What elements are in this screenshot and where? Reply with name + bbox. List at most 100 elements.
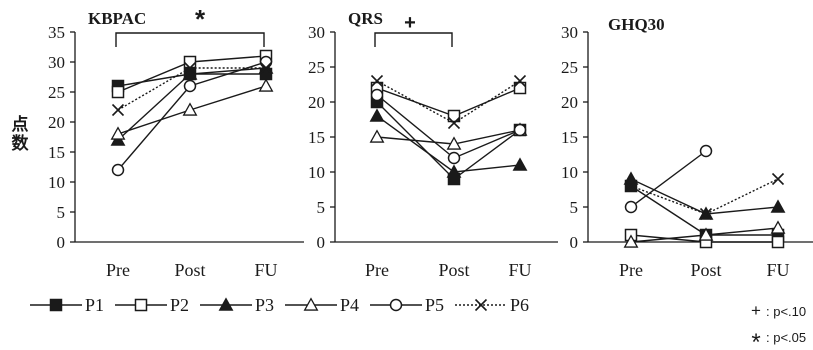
significance-mark: + — [404, 12, 416, 34]
data-point — [111, 85, 125, 99]
data-point — [770, 220, 786, 234]
data-point-stroke-b — [183, 61, 197, 75]
significance-legend: + : p<.10 * : p<.05 — [751, 301, 806, 350]
data-point — [182, 66, 198, 80]
legend: P1 P2 P3 P4 P5 P6 — [30, 295, 529, 315]
data-point — [513, 81, 527, 95]
data-point — [446, 136, 462, 150]
legend-item-p2: P2 — [115, 295, 189, 315]
significance-label: : p<.05 — [766, 330, 806, 345]
legend-item-p6: P6 — [455, 295, 529, 315]
series-line — [630, 178, 779, 215]
x-tick-label: Pre — [106, 260, 130, 280]
x-tick-label: Post — [690, 260, 721, 280]
y-tick-label: 0 — [570, 233, 579, 252]
chart-panel-3: 0 5 10 15 20 25 30 Pre Post FU GHQ30 — [561, 15, 813, 280]
data-point — [623, 171, 639, 185]
data-point — [446, 164, 462, 178]
data-point — [183, 61, 197, 75]
legend-marker — [218, 297, 234, 311]
x-tick-label: Post — [174, 260, 205, 280]
data-point — [699, 207, 713, 221]
x-tick-label: FU — [254, 260, 277, 280]
y-tick-label: 35 — [48, 23, 65, 42]
data-point — [259, 55, 273, 69]
y-tick-label: 10 — [308, 163, 325, 182]
data-point-stroke-b — [771, 172, 785, 186]
legend-marker — [49, 298, 63, 312]
data-point — [182, 102, 198, 116]
data-point — [259, 61, 273, 75]
y-tick-label: 25 — [48, 83, 65, 102]
data-point — [624, 200, 638, 214]
y-tick-label: 5 — [57, 203, 66, 222]
significance-label: : p<.10 — [766, 304, 806, 319]
data-point — [770, 199, 786, 213]
series-p3 — [369, 108, 528, 178]
y-axis-label: 点数 — [9, 114, 29, 153]
y-tick-label: 20 — [48, 113, 65, 132]
y-tick-label: 0 — [57, 233, 66, 252]
data-point — [183, 55, 197, 69]
chart-title: GHQ30 — [608, 15, 665, 34]
x-tick-label: Pre — [365, 260, 389, 280]
y-tick-label: 15 — [308, 128, 325, 147]
legend-label: P3 — [255, 295, 274, 315]
significance-symbol: * — [751, 329, 760, 350]
y-tick-label: 20 — [561, 93, 578, 112]
data-point-stroke-b — [699, 207, 713, 221]
legend-marker — [389, 298, 403, 312]
legend-label: P5 — [425, 295, 444, 315]
legend-label: P1 — [85, 295, 104, 315]
series-p6 — [370, 74, 527, 130]
x-tick-label: FU — [766, 260, 789, 280]
y-tick-label: 30 — [308, 23, 325, 42]
chart-panel-1: 0 5 10 15 20 25 30 35 Pre Post FU KBPAC * — [48, 4, 304, 280]
legend-item-p3: P3 — [200, 295, 274, 315]
data-point — [447, 109, 461, 123]
y-tick-label: 25 — [308, 58, 325, 77]
series-p5 — [370, 88, 527, 165]
data-point — [624, 179, 638, 193]
data-point — [513, 74, 527, 88]
significance-symbol: + — [751, 301, 761, 320]
significance-mark: * — [195, 4, 206, 34]
data-point — [111, 163, 125, 177]
y-tick-label: 30 — [561, 23, 578, 42]
data-point — [369, 108, 385, 122]
data-point — [370, 88, 384, 102]
series-p2 — [370, 81, 527, 123]
data-point — [447, 151, 461, 165]
significance-legend-item: + : p<.10 — [751, 301, 806, 320]
series-p4 — [623, 220, 786, 248]
data-point — [513, 123, 527, 137]
data-point — [369, 129, 385, 143]
series-line — [376, 80, 521, 124]
data-point — [771, 172, 785, 186]
x-tick-label: Post — [438, 260, 469, 280]
data-point — [258, 78, 274, 92]
significance-bracket — [374, 32, 453, 47]
y-tick-label: 10 — [561, 163, 578, 182]
legend-item-p5: P5 — [370, 295, 444, 315]
y-tick-label: 5 — [317, 198, 326, 217]
legend-marker — [303, 297, 319, 311]
data-point — [512, 157, 528, 171]
data-point-stroke-b — [513, 74, 527, 88]
series-p6 — [624, 172, 785, 221]
y-tick-label: 5 — [570, 198, 579, 217]
series-p4 — [369, 122, 528, 150]
y-tick-label: 25 — [561, 58, 578, 77]
significance-bracket — [115, 32, 265, 47]
legend-marker — [134, 298, 148, 312]
legend-marker — [474, 298, 488, 312]
data-point — [623, 234, 639, 248]
legend-label: P6 — [510, 295, 529, 315]
legend-item-p1: P1 — [30, 295, 104, 315]
data-point-stroke-b — [111, 103, 125, 117]
y-tick-label: 15 — [48, 143, 65, 162]
data-point — [111, 103, 125, 117]
data-point-stroke-b — [624, 179, 638, 193]
data-point-stroke-b — [447, 116, 461, 130]
